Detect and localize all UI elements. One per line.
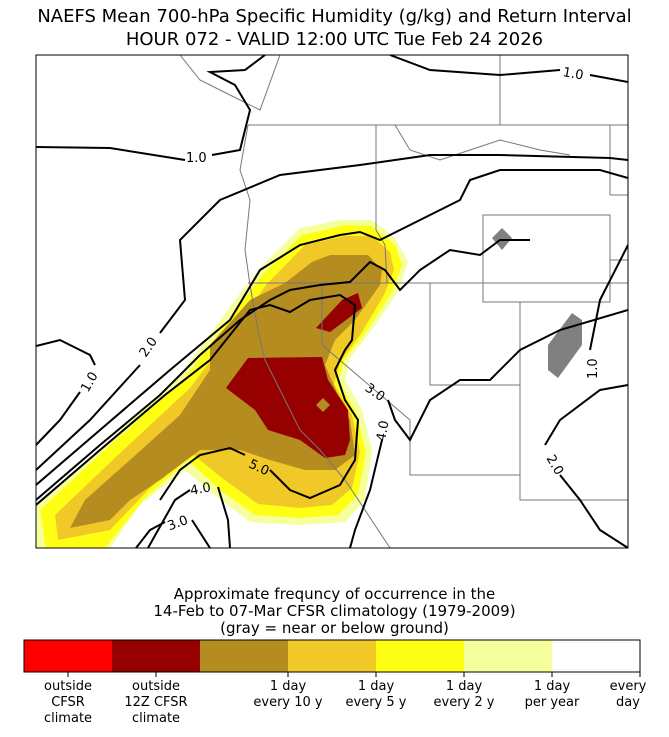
colorbar-swatch [24,640,113,672]
shade-every-10y [70,255,382,528]
colorbar-tick-label: outside CFSR climate [43,679,93,726]
colorbar-tick-label: 1 day every 2 y [433,679,495,710]
colorbar-swatch [464,640,553,672]
colorbar-tick-label: 1 day every 5 y [345,679,407,710]
contour-2.0 [544,384,628,548]
colorbar-frame [23,639,641,673]
colorbar-tick-label: every day [609,679,647,710]
map-frame [35,54,629,549]
contour-label: 1.0 [186,151,207,166]
contour-4.0 [349,439,383,548]
shade-outside-12z [226,357,350,458]
contour-2.0 [36,154,628,471]
contour-1.0 [36,55,266,161]
colorbar-title-line-3: (gray = near or below ground) [220,619,449,637]
colorbar-swatch [376,640,465,672]
colorbar-tick-label: 1 day every 10 y [253,679,323,710]
contour-3.0 [387,309,628,442]
political-boundaries [179,55,628,548]
contour-4.0 [36,239,530,501]
contour-label: 3.0 [362,381,388,405]
contour-label: 2.0 [137,335,161,361]
colorbar [23,639,641,677]
contour-label: 1.0 [586,358,601,379]
colorbar-swatch [112,640,201,672]
humidity-contours [36,55,628,548]
colorbar-swatch [288,640,377,672]
colorbar-title-line-1: Approximate frequncy of occurrence in th… [173,585,496,603]
colorbar-tick-label: outside 12Z CFSR climate [124,679,188,726]
chart-title: NAEFS Mean 700-hPa Specific Humidity (g/… [37,6,632,27]
contour-5.0 [36,293,360,506]
contour-3.0 [36,169,628,486]
colorbar-title-line-2: 14-Feb to 07-Mar CFSR climatology (1979-… [153,602,516,620]
contour-label: 1.0 [562,65,585,83]
contour-label: 1.0 [78,370,101,395]
contour-label: 3.0 [166,513,191,534]
contour-label: 2.0 [543,452,566,477]
colorbar-tick-label: 1 day per year [524,679,580,710]
colorbar-swatch [552,640,641,672]
chart-subtitle: HOUR 072 - VALID 12:00 UTC Tue Feb 24 20… [125,29,544,50]
ground-mask [548,313,582,378]
map-plot: 1.0 1.0 1.0 1.0 2.0 2.0 3.0 3.0 4.0 4.0 … [35,54,629,549]
contour-label: 4.0 [189,480,212,498]
contour-1.0 [589,244,628,351]
contour-label: 4.0 [374,419,392,442]
colorbar-swatch [200,640,289,672]
shade-every-10y [316,398,330,412]
contour-1.0 [36,338,96,446]
contour-4.0 [147,486,231,548]
contour-1.0 [389,55,628,83]
